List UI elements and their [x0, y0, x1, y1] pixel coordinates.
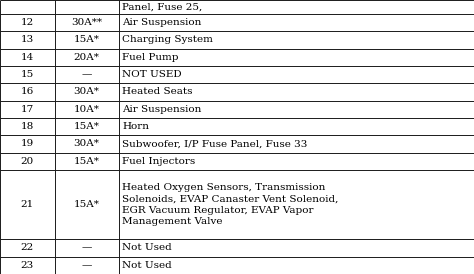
Text: 20: 20	[21, 157, 34, 166]
Text: Fuel Pump: Fuel Pump	[122, 53, 179, 62]
Text: Fuel Injectors: Fuel Injectors	[122, 157, 196, 166]
Text: 15: 15	[21, 70, 34, 79]
Text: Air Suspension: Air Suspension	[122, 18, 201, 27]
Text: 22: 22	[21, 244, 34, 252]
Text: 30A*: 30A*	[73, 139, 100, 149]
Text: Air Suspension: Air Suspension	[122, 105, 201, 114]
Text: Not Used: Not Used	[122, 261, 172, 270]
Text: —: —	[82, 70, 91, 79]
Text: 23: 23	[21, 261, 34, 270]
Text: 15A*: 15A*	[73, 35, 100, 44]
Text: 21: 21	[21, 200, 34, 209]
Text: NOT USED: NOT USED	[122, 70, 182, 79]
Text: Not Used: Not Used	[122, 244, 172, 252]
Text: Charging System: Charging System	[122, 35, 213, 44]
Text: 12: 12	[21, 18, 34, 27]
Text: 16: 16	[21, 87, 34, 96]
Text: 15A*: 15A*	[73, 122, 100, 131]
Text: 15A*: 15A*	[73, 157, 100, 166]
Text: 10A*: 10A*	[73, 105, 100, 114]
Text: —: —	[82, 261, 91, 270]
Text: 14: 14	[21, 53, 34, 62]
Text: 17: 17	[21, 105, 34, 114]
Text: Horn: Horn	[122, 122, 149, 131]
Text: 19: 19	[21, 139, 34, 149]
Text: 20A*: 20A*	[73, 53, 100, 62]
Text: 18: 18	[21, 122, 34, 131]
Text: 15A*: 15A*	[73, 200, 100, 209]
Text: 13: 13	[21, 35, 34, 44]
Text: Heated Seats: Heated Seats	[122, 87, 193, 96]
Text: Heated Oxygen Sensors, Transmission
Solenoids, EVAP Canaster Vent Solenoid,
EGR : Heated Oxygen Sensors, Transmission Sole…	[122, 184, 338, 226]
Text: —: —	[82, 244, 91, 252]
Text: 30A*: 30A*	[73, 87, 100, 96]
Text: 30A**: 30A**	[71, 18, 102, 27]
Text: Panel, Fuse 25,: Panel, Fuse 25,	[122, 2, 202, 12]
Text: Subwoofer, I/P Fuse Panel, Fuse 33: Subwoofer, I/P Fuse Panel, Fuse 33	[122, 139, 308, 149]
